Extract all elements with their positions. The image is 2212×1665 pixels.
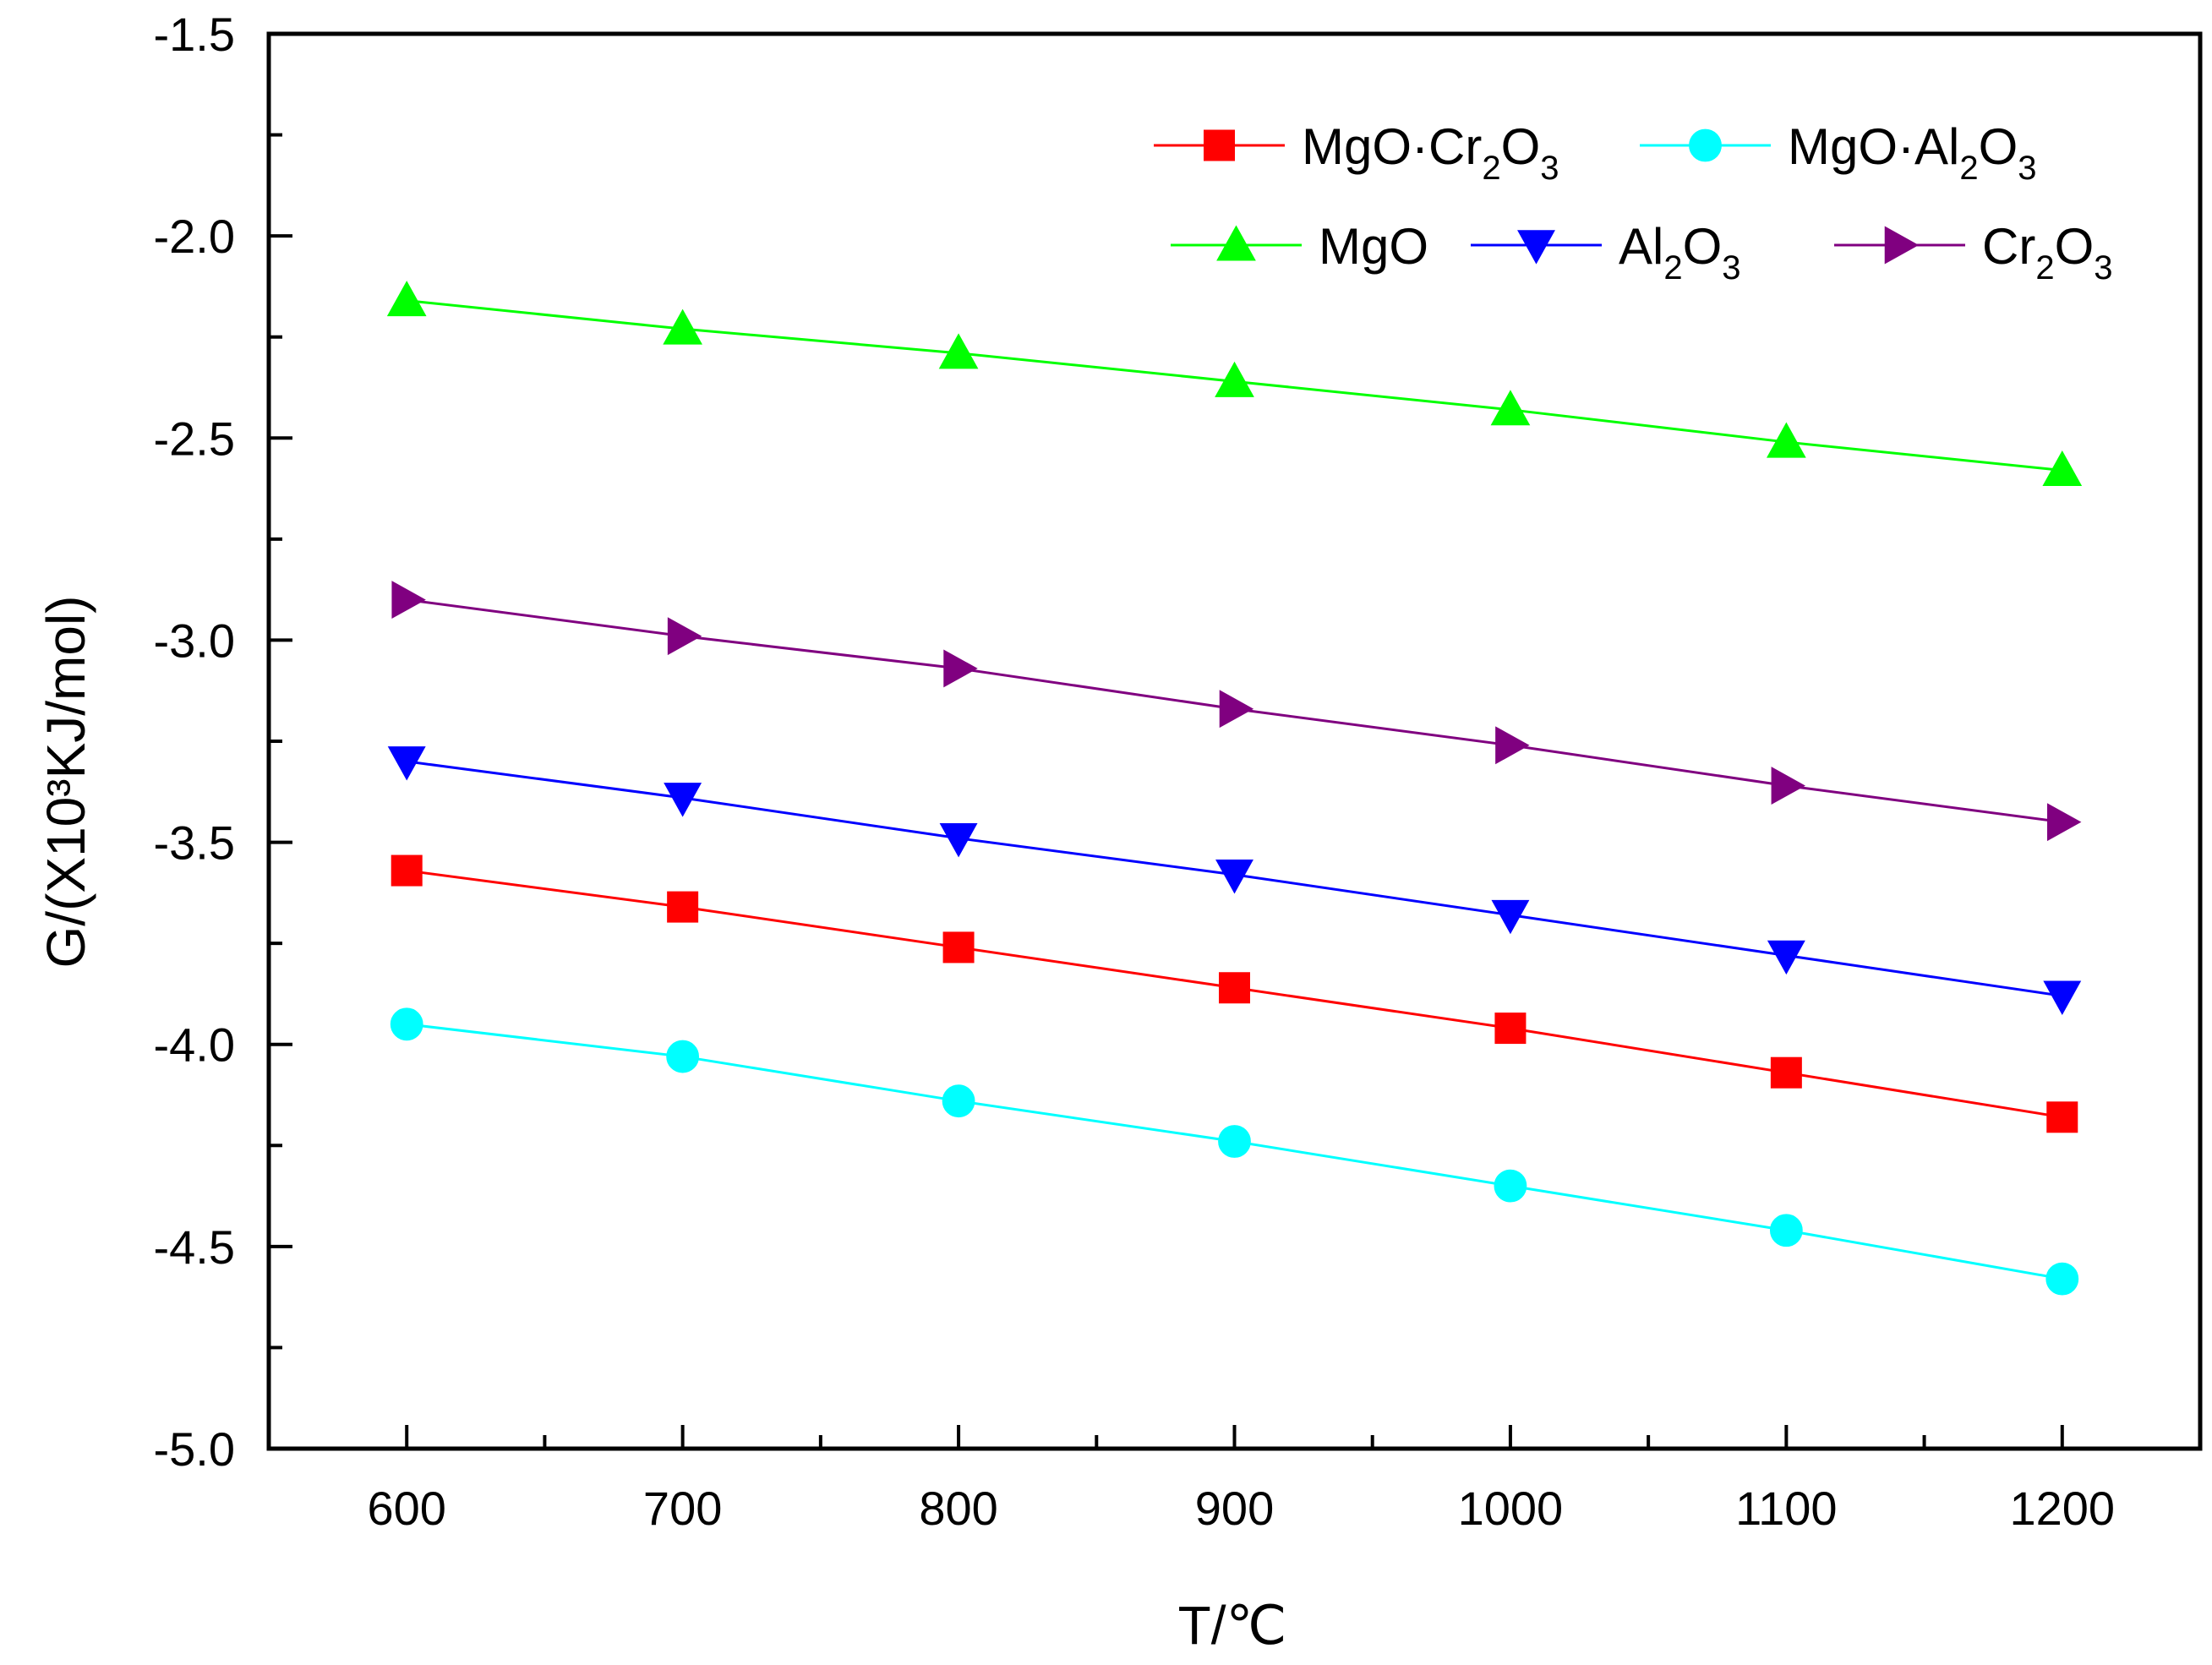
legend-item-MgO·Al2O3: MgO·Al2O3 — [1640, 118, 2037, 187]
data-point — [1219, 972, 1250, 1004]
legend-marker — [1884, 226, 1920, 265]
data-point — [943, 649, 978, 688]
legend-label-part: 3 — [2018, 150, 2036, 187]
legend-label: MgO·Al2O3 — [1788, 118, 2037, 187]
data-point — [1767, 422, 1806, 458]
y-tick-label: -2.5 — [154, 412, 236, 465]
legend-item-MgO·Cr2O3: MgO·Cr2O3 — [1154, 118, 1559, 187]
data-point — [1494, 1169, 1527, 1203]
data-point — [2042, 450, 2083, 487]
y-tick-label: -4.0 — [154, 1018, 236, 1072]
legend-label-part: 3 — [1722, 249, 1740, 287]
series-MgO — [386, 281, 2083, 487]
data-point — [1495, 726, 1530, 765]
legend-item-MgO: MgO — [1171, 218, 1428, 275]
legend-label-part: 2 — [1482, 150, 1500, 187]
legend-label-part: 2 — [1959, 150, 1978, 187]
axes: -1.5 -2.0 -2.5 -3.0 -3.5 -4.0 -4.5 -5.0 600 700 80… — [154, 8, 2203, 1535]
x-tick-label: 1000 — [1458, 1482, 1564, 1535]
y-tick-label: -3.0 — [154, 614, 236, 667]
series-layer — [386, 281, 2083, 1296]
series-MgO·Cr2O3 — [391, 854, 2078, 1133]
data-point — [667, 617, 702, 656]
legend-marker — [1204, 129, 1235, 161]
data-point — [1767, 940, 1805, 975]
data-point — [1490, 390, 1531, 426]
data-point — [942, 931, 975, 964]
y-tick-label: -5.0 — [154, 1422, 236, 1476]
series-Cr2O3 — [391, 581, 2082, 842]
x-axis-title: T/℃ — [1178, 1595, 1287, 1656]
x-tick-label: 600 — [367, 1482, 445, 1535]
data-point — [664, 783, 702, 817]
legend-label-part: 3 — [2094, 249, 2112, 287]
x-tick-label: 800 — [919, 1482, 997, 1535]
y-axis-title: G/(X10³KJ/mol) — [36, 596, 96, 969]
legend-marker — [1216, 225, 1256, 261]
data-point — [1769, 1214, 1803, 1247]
y-tick-label: -3.5 — [154, 816, 236, 870]
data-point — [1770, 1056, 1802, 1089]
legend-label-part: MgO — [1319, 218, 1428, 275]
data-point — [1215, 361, 1254, 397]
y-tick-label: -2.0 — [154, 210, 236, 263]
legend-marker — [1689, 128, 1722, 162]
data-point — [1494, 1013, 1527, 1045]
legend-label-part: 3 — [1540, 150, 1559, 187]
data-point — [2043, 980, 2082, 1015]
legend-label-part: 2 — [2035, 249, 2054, 287]
data-point — [391, 854, 423, 887]
data-point — [667, 891, 699, 923]
legend-label-part: O — [2055, 218, 2095, 275]
x-tick-label: 1200 — [2009, 1482, 2115, 1535]
data-point — [1215, 860, 1253, 894]
legend-label-part: O — [1979, 118, 2018, 175]
data-point — [938, 333, 979, 369]
data-point — [1218, 1125, 1251, 1158]
legend-label-part: Al — [1619, 218, 1663, 275]
legend-label: MgO — [1319, 218, 1428, 275]
legend-label-part: MgO·Cr — [1302, 118, 1482, 175]
data-point — [942, 1084, 975, 1118]
legend-label: MgO·Cr2O3 — [1302, 118, 1559, 187]
x-tick-label: 1100 — [1735, 1482, 1837, 1535]
legend-label: Cr2O3 — [1982, 218, 2112, 287]
data-point — [390, 1007, 423, 1041]
data-point — [663, 308, 702, 345]
data-point — [386, 281, 427, 317]
series-MgO·Al2O3 — [390, 1007, 2079, 1296]
series-Al2O3 — [387, 746, 2082, 1015]
legend-label-part: 2 — [1663, 249, 1682, 287]
legend-marker — [1517, 230, 1555, 265]
legend-item-Al2O3: Al2O3 — [1471, 218, 1741, 287]
data-point — [391, 581, 426, 620]
legend-item-Cr2O3: Cr2O3 — [1834, 218, 2112, 287]
legend-label-part: Cr — [1982, 218, 2035, 275]
x-tick-label: 700 — [643, 1482, 722, 1535]
y-tick-label: -4.5 — [154, 1220, 236, 1274]
data-point — [2045, 1262, 2079, 1296]
legend-label-part: O — [1683, 218, 1723, 275]
data-point — [2047, 803, 2082, 842]
x-tick-label: 900 — [1195, 1482, 1274, 1535]
legend-label-part: O — [1501, 118, 1541, 175]
data-point — [2046, 1101, 2078, 1133]
y-tick-label: -1.5 — [154, 8, 236, 61]
legend-label-part: MgO·Al — [1788, 118, 1959, 175]
data-point — [1219, 690, 1254, 729]
legend-label: Al2O3 — [1619, 218, 1741, 287]
data-point — [1491, 899, 1530, 935]
data-point — [387, 746, 426, 781]
data-point — [1771, 767, 1805, 805]
data-point — [939, 823, 978, 858]
data-point — [666, 1040, 700, 1073]
